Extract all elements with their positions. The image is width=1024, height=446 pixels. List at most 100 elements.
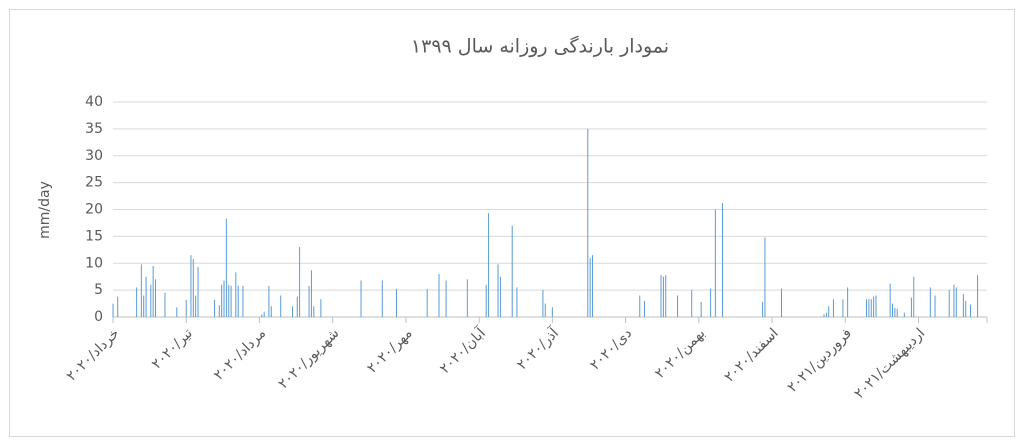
bar [197, 267, 199, 317]
bar [677, 295, 679, 317]
y-tick-label: 40 [85, 94, 103, 110]
bar [780, 288, 782, 317]
chart-frame [9, 9, 1015, 437]
bar [511, 225, 513, 317]
bar [263, 311, 265, 317]
bar [299, 247, 301, 317]
bar [117, 296, 119, 317]
bar [223, 280, 225, 317]
bar [894, 307, 896, 317]
bar [360, 280, 362, 317]
bar [235, 272, 237, 317]
bar [152, 265, 154, 317]
bar [665, 275, 667, 317]
bar [438, 274, 440, 317]
y-axis-label: mm/day [37, 181, 53, 239]
bar [589, 257, 591, 317]
bar [466, 279, 468, 317]
bar [270, 306, 272, 317]
bar [268, 285, 270, 317]
bar [228, 284, 230, 317]
bar [962, 293, 964, 317]
bar [308, 285, 310, 317]
bar [143, 295, 145, 317]
bar [320, 299, 322, 317]
bar [662, 276, 664, 317]
y-tick-label: 30 [85, 148, 103, 164]
bar [870, 299, 872, 317]
bar [195, 295, 197, 317]
bar [112, 303, 114, 317]
y-tick-label: 10 [85, 255, 103, 271]
bar [221, 284, 223, 317]
bar [426, 289, 428, 317]
bar [903, 312, 905, 317]
bar [150, 284, 152, 317]
chart-title: نمودار بارندگی روزانه سال ۱۳۹۹ [411, 35, 669, 58]
y-tick-label: 0 [94, 309, 103, 325]
bar [866, 299, 868, 317]
bar [587, 128, 589, 317]
bar [292, 306, 294, 317]
bar [828, 306, 830, 317]
bar [190, 255, 192, 317]
bar [823, 314, 825, 317]
bar [889, 283, 891, 317]
y-tick-label: 25 [85, 175, 103, 191]
bar [762, 301, 764, 317]
bar [164, 292, 166, 317]
bar [242, 285, 244, 317]
bar [140, 264, 142, 317]
bar [136, 287, 138, 317]
bar [977, 275, 979, 317]
bar [218, 305, 220, 317]
bar [710, 288, 712, 317]
bar [261, 314, 263, 317]
bar [896, 308, 898, 317]
bar [497, 264, 499, 317]
bar [714, 209, 716, 317]
y-tick-label: 35 [85, 121, 103, 137]
y-tick-label: 20 [85, 202, 103, 218]
bar [842, 299, 844, 317]
bar [155, 279, 157, 317]
bar [847, 287, 849, 317]
y-tick-label: 15 [85, 228, 103, 244]
bar [825, 312, 827, 317]
bar [639, 295, 641, 317]
bar [700, 301, 702, 317]
bar [969, 304, 971, 317]
bar [643, 300, 645, 317]
bar [544, 303, 546, 317]
bar [955, 287, 957, 317]
bar [280, 295, 282, 317]
bar [488, 213, 490, 317]
bar [721, 203, 723, 317]
bar [296, 296, 298, 317]
bar [185, 299, 187, 317]
bar [145, 276, 147, 317]
bar [691, 290, 693, 317]
bar [313, 306, 315, 317]
bar [873, 296, 875, 317]
bar [913, 276, 915, 317]
bar [929, 287, 931, 317]
bar [445, 280, 447, 317]
bar [225, 218, 227, 317]
bar [965, 300, 967, 317]
bar [875, 295, 877, 317]
bar [395, 289, 397, 317]
bar [485, 284, 487, 317]
bar [176, 307, 178, 317]
bar [237, 285, 239, 317]
bar [948, 290, 950, 317]
bar [192, 258, 194, 317]
bar [381, 280, 383, 317]
bar [832, 299, 834, 317]
bar [592, 255, 594, 317]
bar [542, 290, 544, 317]
bar [764, 237, 766, 317]
bar [868, 299, 870, 317]
bar [214, 299, 216, 317]
